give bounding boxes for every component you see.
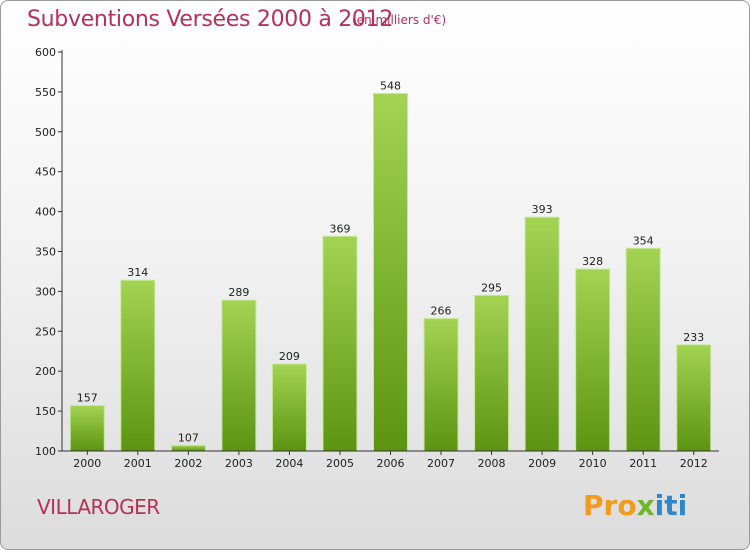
logo-part-2: x (636, 489, 655, 522)
y-tick-label: 600 (35, 46, 56, 59)
x-tick-label: 2011 (629, 457, 657, 470)
bar-value-label: 295 (481, 281, 502, 294)
y-tick-label: 200 (35, 365, 56, 378)
bar-value-label: 233 (683, 331, 704, 344)
bar (69, 405, 105, 452)
x-tick-label: 2002 (174, 457, 202, 470)
bar-value-label: 314 (127, 266, 148, 279)
y-tick-label: 300 (35, 285, 56, 298)
bar (322, 235, 358, 452)
x-tick-label: 2001 (124, 457, 152, 470)
x-tick-label: 2008 (478, 457, 506, 470)
bar (120, 279, 156, 452)
logo-part-3: iti (654, 489, 688, 522)
y-tick-label: 550 (35, 86, 56, 99)
x-tick-label: 2012 (680, 457, 708, 470)
y-tick-label: 100 (35, 445, 56, 458)
place-name: VILLAROGER (37, 495, 160, 519)
x-tick-label: 2007 (427, 457, 455, 470)
y-tick-label: 150 (35, 405, 56, 418)
bars: 157 314 107 289 209 369 548 266 295 393 328 354 233 (69, 79, 712, 452)
bar-value-label: 209 (279, 350, 300, 363)
bar (221, 299, 257, 452)
bar-value-label: 289 (228, 286, 249, 299)
bar-value-label: 354 (633, 234, 654, 247)
y-axis: 100 150 200 250 300 350 400 450 500 550 600 (35, 46, 63, 458)
logo-part-1: Pro (583, 489, 637, 522)
y-tick-label: 450 (35, 166, 56, 179)
bar (423, 318, 459, 452)
bar-value-label: 393 (532, 203, 553, 216)
x-tick-label: 2006 (377, 457, 405, 470)
bar (373, 92, 408, 452)
bar (575, 268, 611, 452)
bar-value-label: 328 (582, 255, 603, 268)
y-tick-label: 400 (35, 206, 56, 219)
bar (271, 363, 307, 452)
bar (524, 216, 560, 452)
y-tick-label: 250 (35, 325, 56, 338)
bar (676, 344, 712, 452)
x-tick-label: 2000 (73, 457, 101, 470)
bar-value-label: 107 (178, 431, 199, 444)
y-tick-label: 350 (35, 246, 56, 259)
bar (474, 294, 510, 452)
bar (625, 247, 661, 452)
x-tick-label: 2003 (225, 457, 253, 470)
bar-value-label: 548 (380, 79, 401, 92)
x-tick-label: 2004 (275, 457, 303, 470)
bar-value-label: 157 (77, 392, 98, 405)
bar-value-label: 266 (431, 305, 452, 318)
bar-value-label: 369 (329, 222, 350, 235)
x-tick-label: 2009 (528, 457, 556, 470)
y-tick-label: 500 (35, 126, 56, 139)
x-axis: 2000 2001 2002 2003 2004 2005 2006 2007 2008 2009… (62, 450, 719, 470)
x-tick-label: 2010 (579, 457, 607, 470)
x-tick-label: 2005 (326, 457, 354, 470)
chart-subtitle: (en milliers d'€) (352, 13, 447, 27)
bar (170, 444, 206, 452)
chart-title: Subventions Versées 2000 à 2012 (27, 7, 394, 32)
proxiti-logo[interactable]: Proxiti (583, 489, 687, 522)
